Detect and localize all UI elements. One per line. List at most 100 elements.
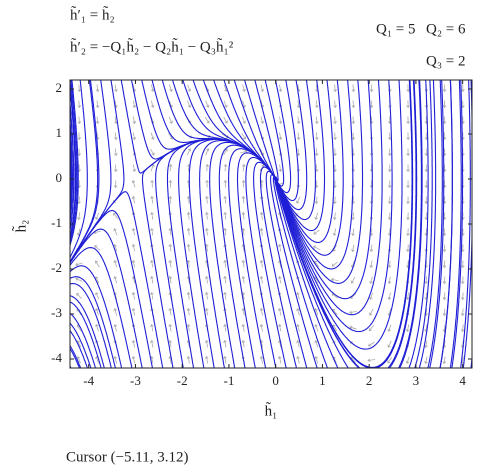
direction-arrow xyxy=(387,324,392,332)
direction-arrow xyxy=(150,195,154,204)
direction-arrow xyxy=(461,84,465,93)
direction-arrow xyxy=(406,228,410,237)
direction-arrow xyxy=(150,259,154,268)
direction-arrow xyxy=(150,323,154,332)
direction-arrow xyxy=(330,277,339,282)
direction-arrow xyxy=(333,148,337,157)
direction-arrow xyxy=(350,276,356,284)
direction-arrow xyxy=(406,292,410,301)
direction-arrow xyxy=(205,100,210,108)
direction-arrow xyxy=(296,355,300,364)
y-tick-label: -3 xyxy=(51,305,62,320)
direction-arrow xyxy=(442,356,447,365)
direction-arrow xyxy=(369,244,374,253)
direction-arrow xyxy=(332,212,337,221)
plot-area xyxy=(70,80,472,368)
trajectory xyxy=(427,80,443,368)
direction-arrow xyxy=(351,100,356,109)
x-tick-label: 3 xyxy=(413,373,420,388)
direction-arrow xyxy=(132,164,137,173)
direction-arrow xyxy=(315,116,319,125)
direction-arrow xyxy=(387,356,393,364)
direction-arrow xyxy=(442,100,447,109)
direction-arrow xyxy=(259,323,264,332)
direction-arrow xyxy=(333,116,337,125)
direction-arrow xyxy=(367,358,376,363)
direction-arrow xyxy=(205,163,209,172)
direction-arrow xyxy=(223,163,228,172)
direction-arrow xyxy=(387,180,392,189)
direction-arrow xyxy=(369,292,374,300)
trajectory xyxy=(70,322,92,368)
direction-arrow xyxy=(132,132,137,141)
trajectory xyxy=(70,80,78,245)
direction-arrow xyxy=(113,212,119,220)
direction-arrow xyxy=(168,307,173,316)
direction-arrow xyxy=(259,275,264,284)
x-tick-label: -1 xyxy=(224,373,235,388)
trajectory xyxy=(70,329,89,368)
trajectory xyxy=(70,344,82,368)
trajectory xyxy=(70,191,164,368)
direction-arrow xyxy=(278,164,283,173)
direction-arrow xyxy=(314,212,319,220)
trajectory xyxy=(397,80,422,368)
direction-arrow xyxy=(168,227,173,236)
direction-arrow xyxy=(95,100,100,109)
direction-arrow xyxy=(150,132,155,140)
direction-arrow xyxy=(369,260,373,269)
direction-arrow xyxy=(113,180,118,189)
direction-arrow xyxy=(460,276,465,285)
direction-arrow xyxy=(95,324,99,332)
direction-arrow xyxy=(114,148,118,157)
direction-arrow xyxy=(406,84,410,93)
direction-arrow xyxy=(277,355,282,364)
direction-arrow xyxy=(186,148,192,156)
direction-arrow xyxy=(387,148,392,157)
direction-arrow xyxy=(186,211,191,220)
direction-arrow xyxy=(95,116,100,125)
trajectory xyxy=(70,113,74,226)
x-tick-label: 1 xyxy=(319,373,326,388)
direction-arrow xyxy=(314,196,319,205)
direction-arrow xyxy=(442,308,447,317)
direction-arrow xyxy=(241,275,246,284)
direction-arrow xyxy=(406,132,410,141)
direction-arrow xyxy=(223,211,227,220)
direction-arrow xyxy=(406,244,410,253)
direction-arrow xyxy=(387,260,392,269)
status-text: Cursor (−5.11, 3.12) xyxy=(66,449,188,465)
direction-arrow xyxy=(186,307,191,316)
direction-arrow xyxy=(278,116,283,125)
direction-arrow xyxy=(277,307,282,316)
direction-arrow xyxy=(150,211,154,220)
direction-arrow xyxy=(168,339,172,348)
direction-arrow xyxy=(351,212,355,221)
trajectory xyxy=(70,347,80,368)
direction-arrow xyxy=(369,84,374,93)
direction-arrow xyxy=(387,212,392,221)
direction-arrow xyxy=(460,324,465,333)
direction-arrow xyxy=(442,228,447,237)
direction-arrow xyxy=(313,245,320,251)
direction-arrow xyxy=(77,116,82,125)
direction-arrow xyxy=(168,323,172,332)
direction-arrow xyxy=(296,116,301,125)
direction-arrow xyxy=(168,195,173,204)
direction-arrow xyxy=(150,179,154,188)
direction-arrow xyxy=(95,212,100,220)
direction-arrow xyxy=(95,84,100,93)
trajectory xyxy=(70,81,76,239)
direction-arrow xyxy=(387,276,392,285)
direction-arrow xyxy=(223,116,228,124)
direction-arrow xyxy=(223,355,227,364)
direction-arrow xyxy=(332,228,337,237)
direction-arrow xyxy=(205,179,209,188)
direction-arrow xyxy=(131,195,136,204)
direction-arrow xyxy=(259,355,264,364)
direction-arrow xyxy=(131,339,136,348)
direction-arrow xyxy=(388,132,392,141)
parameter: Q₃ = 2 xyxy=(426,53,466,69)
